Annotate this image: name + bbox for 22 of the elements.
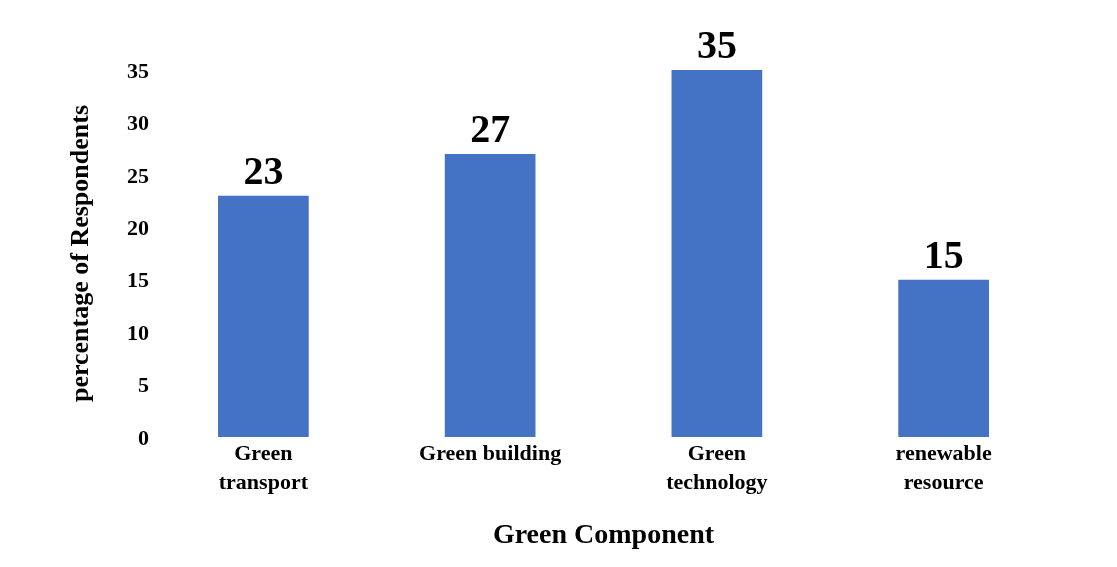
x-tick-label: Green transport [218,440,309,494]
data-label: 35 [696,22,737,67]
x-tick-label: Green technology [666,440,768,494]
data-label: 27 [470,105,511,151]
y-tick-label: 20 [127,214,149,240]
x-tick-label: Green building [419,440,562,465]
y-tick-label: 30 [127,110,149,136]
y-axis-title: percentage of Respondents [65,104,94,403]
data-label: 15 [923,231,964,277]
y-tick-label: 0 [138,424,149,450]
y-tick-label: 5 [138,372,149,398]
bar [218,195,309,437]
y-tick-label: 15 [127,267,149,293]
y-tick-label: 10 [127,319,149,345]
bar [671,70,763,437]
data-label: 23 [243,147,284,193]
y-tick-label: 25 [127,162,149,188]
x-axis-title: Green Component [492,517,715,549]
bar [898,279,989,437]
bar [444,153,536,437]
x-tick-label: renewable resource [895,440,992,494]
y-tick-label: 35 [127,57,149,83]
